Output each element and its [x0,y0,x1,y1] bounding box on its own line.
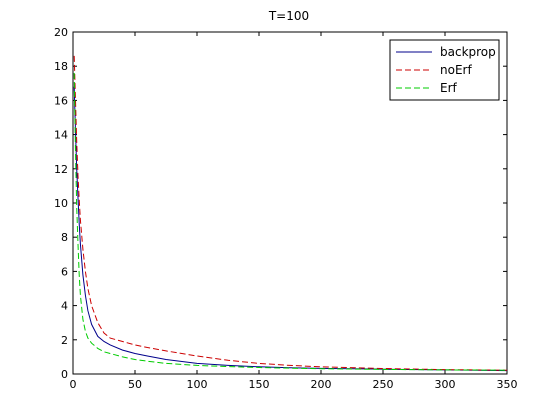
legend: backprop noErf Erf [389,39,500,101]
y-tick-label: 8 [61,231,68,244]
legend-label-backprop: backprop [440,45,496,59]
x-tick-label: 250 [373,378,394,391]
y-tick-label: 16 [54,94,68,107]
x-tick-label: 300 [435,378,456,391]
y-tick-label: 12 [54,163,68,176]
y-tick-label: 14 [54,129,68,142]
x-tick-label: 50 [128,378,142,391]
series-line-backprop [73,86,508,372]
chart-title: T=100 [268,9,309,23]
y-tick-label: 20 [54,26,68,39]
x-tick-label: 100 [187,378,208,391]
y-tick-label: 0 [61,368,68,381]
y-tick-label: 4 [61,300,68,313]
series-lines [73,55,508,372]
x-tick-label: 350 [497,378,518,391]
y-tick-label: 10 [54,197,68,210]
x-tick-label: 200 [311,378,332,391]
legend-label-erf: Erf [440,81,458,95]
x-tick-label: 150 [249,378,270,391]
legend-label-noerf: noErf [440,63,472,77]
x-tick-label: 0 [70,378,77,391]
series-line-noerf [73,55,508,371]
series-line-erf [73,72,508,371]
y-tick-label: 6 [61,265,68,278]
y-tick-label: 2 [61,334,68,347]
axis-ticks: 0 50 100 150 200 250 300 350 0 2 4 6 8 10 12 14 16 18 20 [54,26,518,391]
y-tick-label: 18 [54,60,68,73]
